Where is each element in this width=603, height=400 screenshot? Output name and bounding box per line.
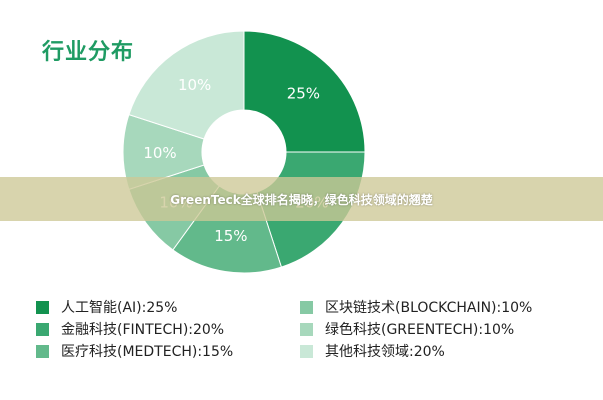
- legend-item: 绿色科技(GREENTECH):10%: [300, 318, 514, 340]
- headline-text: GreenTeck全球排名揭晓，绿色科技领域的翘楚: [170, 192, 433, 207]
- headline-banner: GreenTeck全球排名揭晓，绿色科技领域的翘楚: [0, 177, 603, 221]
- legend-item: 人工智能(AI):25%: [36, 296, 177, 318]
- legend-item: 其他科技领域:20%: [300, 340, 445, 362]
- legend-swatch: [36, 322, 49, 336]
- legend-label: 区块链技术(BLOCKCHAIN):10%: [325, 300, 533, 316]
- slice-value-label: 15%: [214, 227, 247, 245]
- legend-item: 区块链技术(BLOCKCHAIN):10%: [300, 296, 532, 318]
- chart-title: 行业分布: [42, 40, 135, 65]
- legend-label: 绿色科技(GREENTECH):10%: [325, 322, 515, 338]
- legend-label: 金融科技(FINTECH):20%: [61, 322, 225, 338]
- legend-swatch: [300, 322, 313, 336]
- legend-label: 其他科技领域:20%: [325, 344, 445, 360]
- legend-swatch: [36, 344, 49, 358]
- legend-swatch: [36, 300, 49, 314]
- donut-slice: [243, 30, 366, 153]
- slice-value-label: 10%: [178, 76, 211, 94]
- slice-value-label: 10%: [143, 144, 176, 162]
- legend-item: 金融科技(FINTECH):20%: [36, 318, 224, 340]
- legend-label: 医疗科技(MEDTECH):15%: [61, 344, 234, 360]
- legend-item: 医疗科技(MEDTECH):15%: [36, 340, 233, 362]
- slice-value-label: 25%: [287, 85, 320, 103]
- legend-swatch: [300, 300, 313, 314]
- donut-slice: [128, 30, 245, 140]
- legend-label: 人工智能(AI):25%: [61, 300, 178, 316]
- legend-swatch: [300, 344, 313, 358]
